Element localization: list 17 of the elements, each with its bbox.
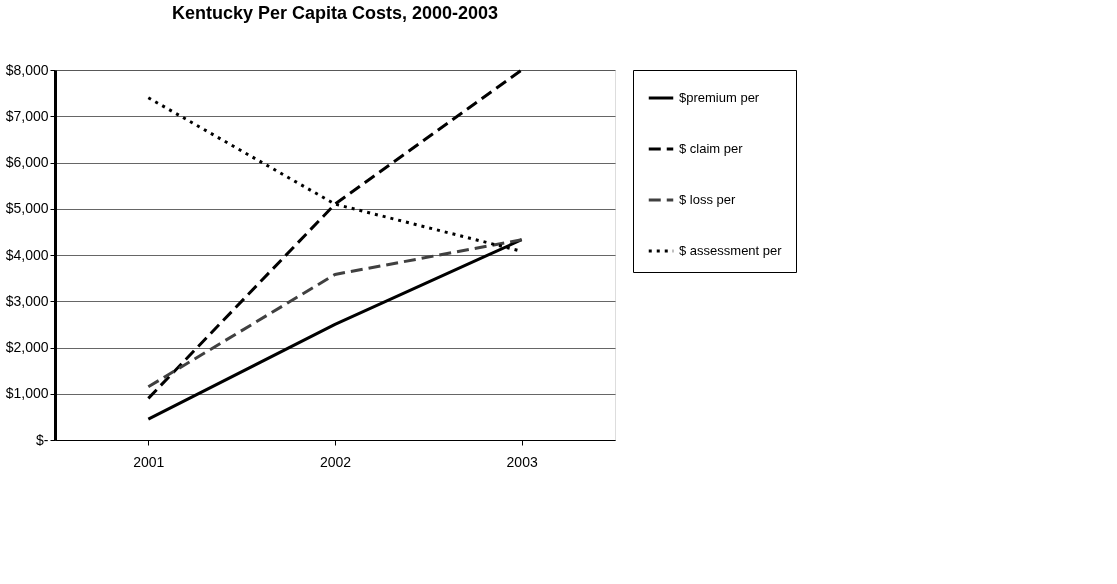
legend-label: $ claim per <box>679 141 744 156</box>
y-tick-label: $5,000 <box>5 200 49 217</box>
legend-label: $ assessment per <box>679 243 783 258</box>
x-tick-label: 2001 <box>133 453 165 470</box>
y-tick-label: $1,000 <box>5 385 49 402</box>
legend-label: $premium per <box>679 90 760 105</box>
y-tick-label: $6,000 <box>5 154 49 170</box>
x-tick-label: 2002 <box>319 453 352 470</box>
y-tick-label: $3,000 <box>5 292 49 309</box>
chart-title: Kentucky Per Capita Costs, 2000-2003 <box>171 3 499 23</box>
x-tick-label: 2003 <box>506 453 538 470</box>
y-tick-label: $8,000 <box>5 61 49 78</box>
y-tick-label: $- <box>36 431 49 448</box>
y-tick-label: $4,000 <box>5 246 49 263</box>
y-tick-label: $7,000 <box>5 107 49 124</box>
legend-label: $ loss per <box>679 192 737 207</box>
y-tick-label: $2,000 <box>5 339 49 355</box>
